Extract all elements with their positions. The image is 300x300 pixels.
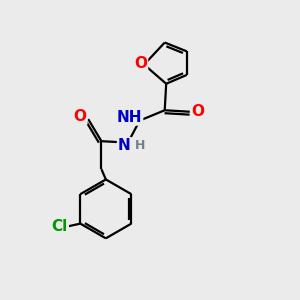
Text: Cl: Cl — [52, 219, 68, 234]
Text: NH: NH — [117, 110, 142, 124]
Text: N: N — [118, 138, 131, 153]
Text: O: O — [134, 56, 147, 70]
Text: H: H — [135, 139, 146, 152]
Text: O: O — [74, 109, 86, 124]
Text: O: O — [191, 104, 205, 119]
